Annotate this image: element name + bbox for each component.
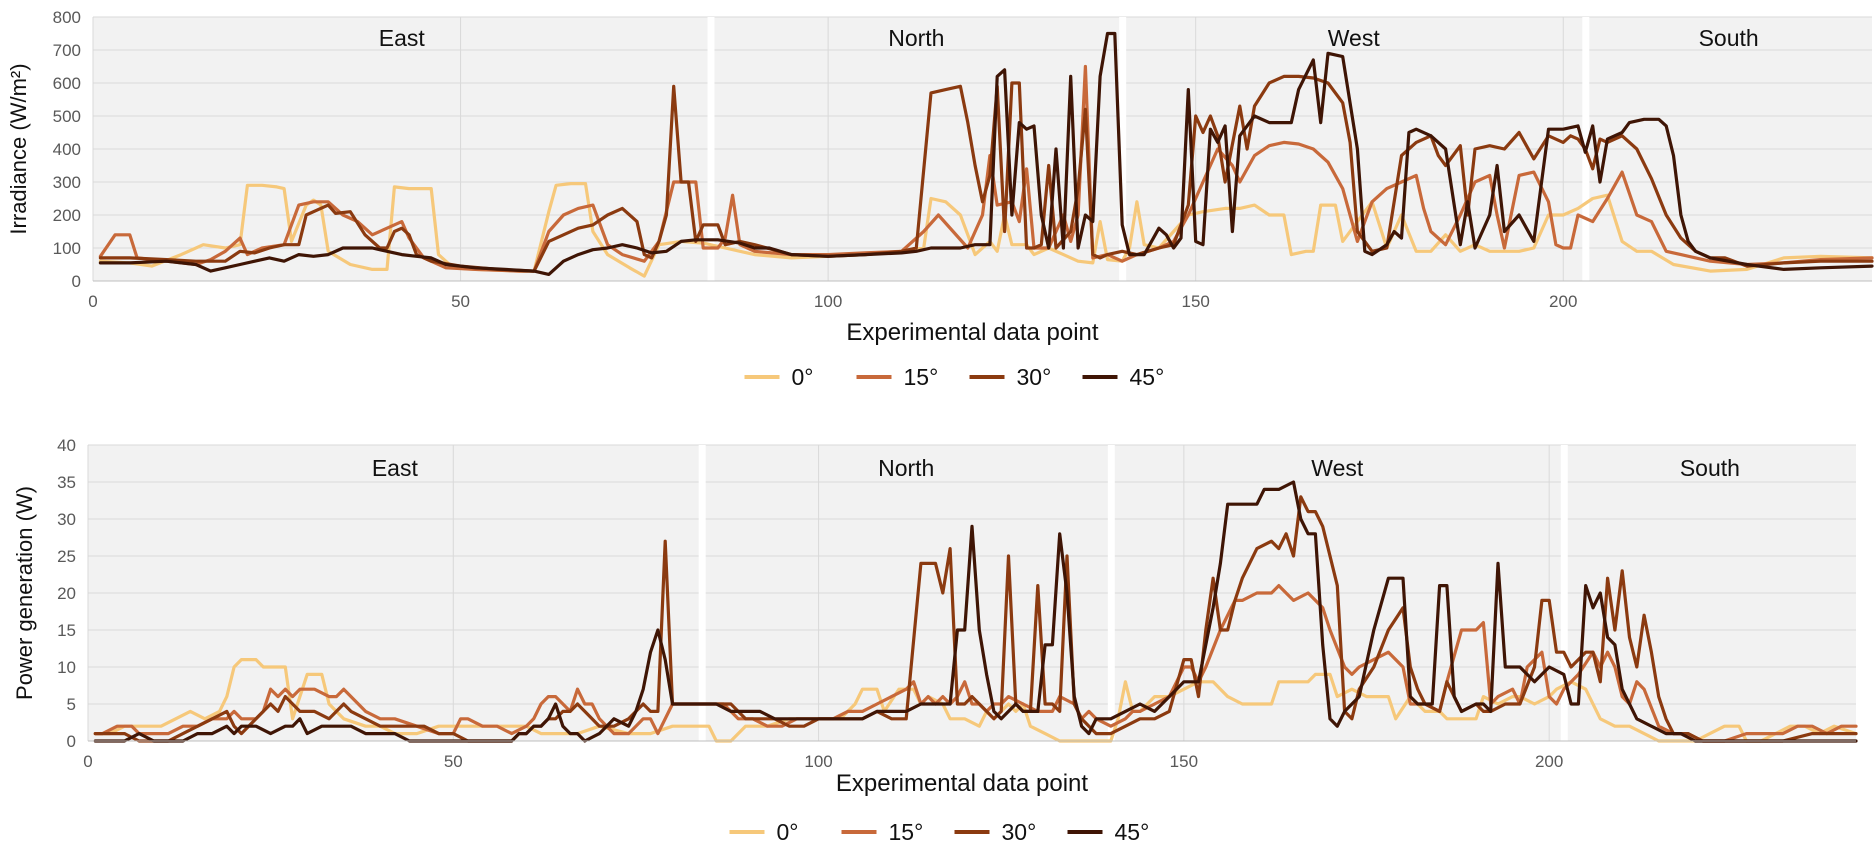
series-line-30deg — [93, 495, 1858, 743]
region-label: East — [372, 455, 419, 481]
x-tick-label: 0 — [88, 292, 97, 311]
series-line-30deg — [98, 74, 1874, 273]
y-tick-label: 5 — [67, 695, 76, 714]
series-line-45deg — [98, 31, 1874, 276]
y-tick-label: 600 — [53, 74, 81, 93]
y-tick-label: 15 — [57, 621, 76, 640]
x-tick-label: 200 — [1549, 292, 1577, 311]
region-label: East — [379, 25, 426, 51]
legend-label: 30° — [1017, 364, 1052, 390]
y-tick-label: 25 — [57, 547, 76, 566]
y-tick-label: 40 — [57, 436, 76, 455]
x-tick-label: 150 — [1170, 752, 1198, 771]
legend-label: 30° — [1002, 819, 1037, 845]
legend-label: 15° — [904, 364, 939, 390]
y-tick-label: 30 — [57, 510, 76, 529]
x-axis-title: Experimental data point — [846, 319, 1098, 346]
region-label: North — [888, 25, 944, 51]
x-tick-label: 200 — [1535, 752, 1563, 771]
region-label: West — [1311, 455, 1364, 481]
legend-label: 0° — [777, 819, 799, 845]
y-tick-label: 200 — [53, 206, 81, 225]
region-label: South — [1680, 455, 1740, 481]
legend-label: 45° — [1115, 819, 1150, 845]
y-tick-label: 500 — [53, 107, 81, 126]
y-tick-label: 0 — [67, 732, 76, 751]
series-line-15deg — [98, 64, 1874, 273]
region-separator — [1119, 17, 1127, 281]
y-tick-label: 0 — [72, 272, 81, 291]
chart-2: 0 5 10 15 20 25 30 35 40 0 50 100 150 200 East North Wes… — [12, 436, 1858, 845]
y-tick-label: 10 — [57, 658, 76, 677]
x-tick-label: 100 — [814, 292, 842, 311]
legend: 0° 15° 30° 45° — [729, 819, 1150, 845]
y-tick-label: 400 — [53, 140, 81, 159]
x-axis-title: Experimental data point — [836, 770, 1088, 797]
y-tick-label: 800 — [53, 8, 81, 27]
legend-label: 15° — [889, 819, 924, 845]
chart-1: 0 100 200 300 400 500 600 700 800 0 50 100 150 200 Eas… — [6, 8, 1874, 390]
y-tick-label: 35 — [57, 473, 76, 492]
legend-label: 45° — [1130, 364, 1165, 390]
y-tick-label: 700 — [53, 41, 81, 60]
region-separator — [707, 17, 715, 281]
x-tick-label: 50 — [444, 752, 463, 771]
y-tick-label: 100 — [53, 239, 81, 258]
y-tick-label: 300 — [53, 173, 81, 192]
y-axis-title: Irradiance (W/m²) — [6, 63, 31, 234]
series-line-0deg — [93, 658, 1858, 743]
legend: 0° 15° 30° 45° — [744, 364, 1165, 390]
region-label: West — [1328, 25, 1381, 51]
x-tick-label: 150 — [1181, 292, 1209, 311]
x-tick-label: 0 — [83, 752, 92, 771]
region-separator — [1107, 445, 1115, 741]
x-tick-label: 50 — [451, 292, 470, 311]
y-axis-title: Power generation (W) — [12, 486, 37, 700]
region-separator — [698, 445, 706, 741]
y-tick-label: 20 — [57, 584, 76, 603]
x-tick-label: 100 — [804, 752, 832, 771]
region-label: North — [878, 455, 934, 481]
legend-label: 0° — [792, 364, 814, 390]
region-label: South — [1699, 25, 1759, 51]
region-separator — [1560, 445, 1568, 741]
